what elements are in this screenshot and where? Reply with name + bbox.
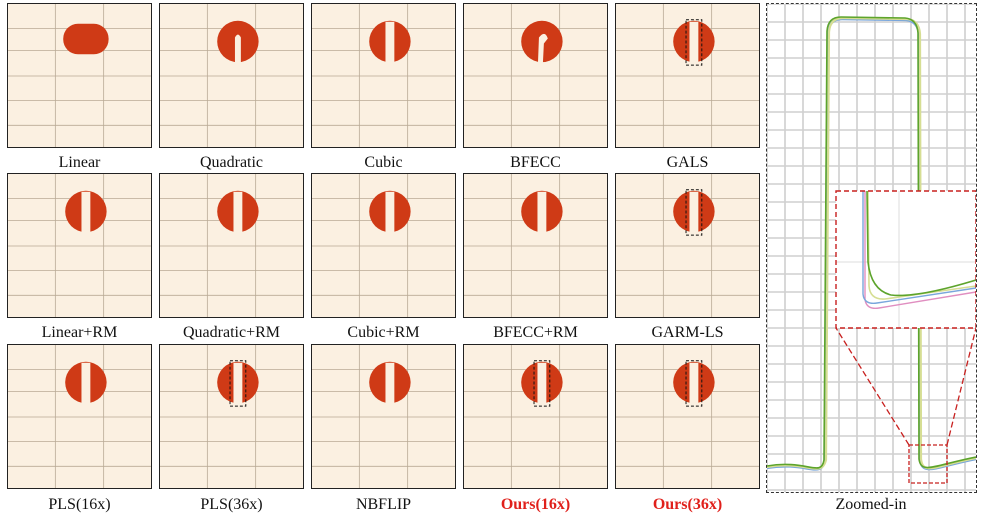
zoom-connector-left	[835, 327, 910, 446]
zoom-region-box	[229, 360, 247, 407]
grid	[312, 4, 455, 147]
notch-slot	[385, 21, 395, 65]
grid	[616, 174, 759, 317]
panel-bfecc-rm	[463, 173, 608, 318]
panel-linear-rm	[7, 173, 152, 318]
grid	[160, 4, 303, 147]
notch-slot	[537, 33, 548, 64]
caption-linear-rm: Linear+RM	[41, 324, 118, 341]
inset-background	[836, 191, 976, 328]
grid	[616, 4, 759, 147]
inset-border	[835, 190, 976, 329]
panel-quadratic-rm	[159, 173, 304, 318]
notch-slot	[689, 191, 699, 235]
caption-pls36: PLS(36x)	[200, 496, 263, 513]
notch-slot	[689, 362, 699, 406]
zoom-connector-right	[946, 327, 976, 446]
notch-slot	[385, 362, 395, 406]
zoom-region-box	[533, 360, 551, 407]
caption-bfecc: BFECC	[510, 154, 561, 171]
caption-zoomed-in: Zoomed-in	[835, 496, 907, 513]
caption-ours36: Ours(36x)	[652, 496, 723, 513]
panel-garm-ls	[615, 173, 760, 318]
grid	[464, 4, 607, 147]
caption-nbflip: NBFLIP	[355, 496, 412, 513]
caption-pls16: PLS(16x)	[48, 496, 111, 513]
zoom-region-box	[685, 19, 703, 66]
notch-slot	[81, 191, 91, 235]
caption-garm-ls: GARM-LS	[651, 324, 724, 341]
panel-pls16	[7, 344, 152, 489]
zoom-source-box	[908, 444, 948, 484]
notch-slot	[233, 362, 243, 406]
zoom-region-box	[685, 189, 703, 236]
zoomed-in-panel	[766, 3, 977, 493]
deformed-blob	[63, 23, 109, 55]
caption-cubic-rm: Cubic+RM	[347, 324, 420, 341]
notch-slot	[537, 362, 547, 406]
zoom-region-box	[685, 360, 703, 407]
caption-quadratic: Quadratic	[199, 154, 264, 171]
panel-ours16	[463, 344, 608, 489]
panel-bfecc	[463, 3, 608, 148]
panel-gals	[615, 3, 760, 148]
panel-nbflip	[311, 344, 456, 489]
caption-cubic: Cubic	[364, 154, 403, 171]
panel-pls36	[159, 344, 304, 489]
inset-curve-yellow	[867, 190, 976, 300]
caption-bfecc-rm: BFECC+RM	[493, 324, 578, 341]
panel-cubic	[311, 3, 456, 148]
notch-slot	[537, 191, 547, 235]
notch-slot	[385, 191, 395, 235]
notch-slot	[233, 191, 243, 235]
inset-curve-blue	[862, 191, 976, 304]
caption-gals: GALS	[666, 154, 709, 171]
inset-curve-green	[866, 190, 976, 297]
zoom-inset	[835, 190, 976, 329]
panel-cubic-rm	[311, 173, 456, 318]
caption-ours16: Ours(16x)	[500, 496, 571, 513]
caption-linear: Linear	[58, 154, 101, 171]
panel-quadratic	[159, 3, 304, 148]
notch-slot	[234, 34, 241, 64]
curve-green	[767, 16, 976, 469]
grid	[464, 174, 607, 317]
grid	[8, 4, 151, 147]
caption-quadratic-rm: Quadratic+RM	[183, 324, 280, 341]
panel-linear	[7, 3, 152, 148]
notch-slot	[81, 362, 91, 406]
panel-ours36	[615, 344, 760, 489]
notch-slot	[689, 21, 699, 65]
